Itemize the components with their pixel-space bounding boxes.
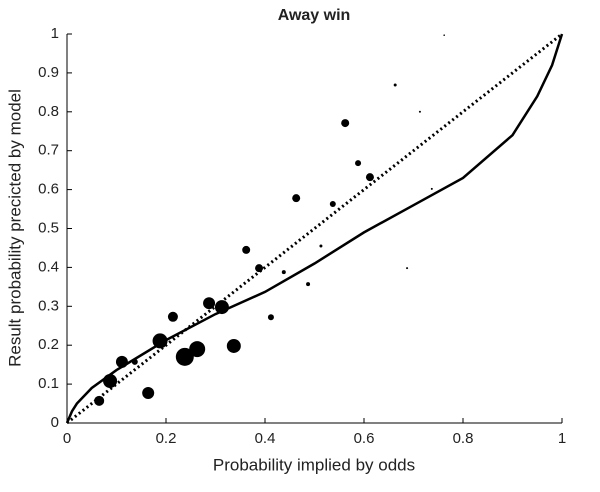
curve (66, 32, 563, 425)
point (306, 282, 311, 287)
point (281, 270, 286, 275)
y-tick-label: 0.9 (38, 64, 59, 81)
y-tick-label: 0.8 (38, 103, 59, 120)
point (152, 333, 168, 349)
y-tick-label: 0.2 (38, 336, 59, 353)
point (319, 244, 323, 248)
point (430, 187, 433, 190)
point (226, 338, 241, 353)
point (167, 311, 178, 322)
point (393, 83, 397, 87)
point (341, 119, 350, 128)
y-tick-label: 1 (51, 25, 59, 42)
point (267, 314, 274, 321)
point (406, 267, 409, 270)
point (214, 300, 229, 315)
y-tick-label: 0.5 (38, 219, 59, 236)
x-tick-label: 1 (558, 430, 566, 447)
point (115, 355, 128, 368)
x-axis-label: Probability implied by odds (213, 455, 415, 474)
point (418, 110, 421, 113)
y-tick-label: 0.1 (38, 375, 59, 392)
x-tick-label: 0.2 (156, 430, 177, 447)
point (329, 200, 336, 207)
y-tick-label: 0.4 (38, 258, 59, 275)
curve (65, 33, 564, 424)
point (292, 194, 301, 203)
x-tick-label: 0.8 (453, 430, 474, 447)
point (443, 34, 445, 36)
y-axis-label: Result probability precicted by model (5, 89, 24, 367)
y-tick-label: 0.7 (38, 142, 59, 159)
point (355, 160, 362, 167)
x-tick-label: 0.4 (255, 430, 276, 447)
point (103, 373, 118, 388)
point (203, 297, 216, 310)
point (142, 387, 155, 400)
point (175, 347, 194, 366)
point (365, 173, 374, 182)
point (94, 395, 105, 406)
y-tick-label: 0.3 (38, 297, 59, 314)
point (242, 245, 251, 254)
y-tick-label: 0 (51, 414, 59, 431)
x-tick-label: 0.6 (354, 430, 375, 447)
point (131, 358, 138, 365)
chart-title: Away win (278, 7, 351, 24)
y-tick-label: 0.6 (38, 181, 59, 198)
x-tick-label: 0 (63, 430, 71, 447)
point (189, 341, 206, 358)
point (255, 264, 264, 273)
